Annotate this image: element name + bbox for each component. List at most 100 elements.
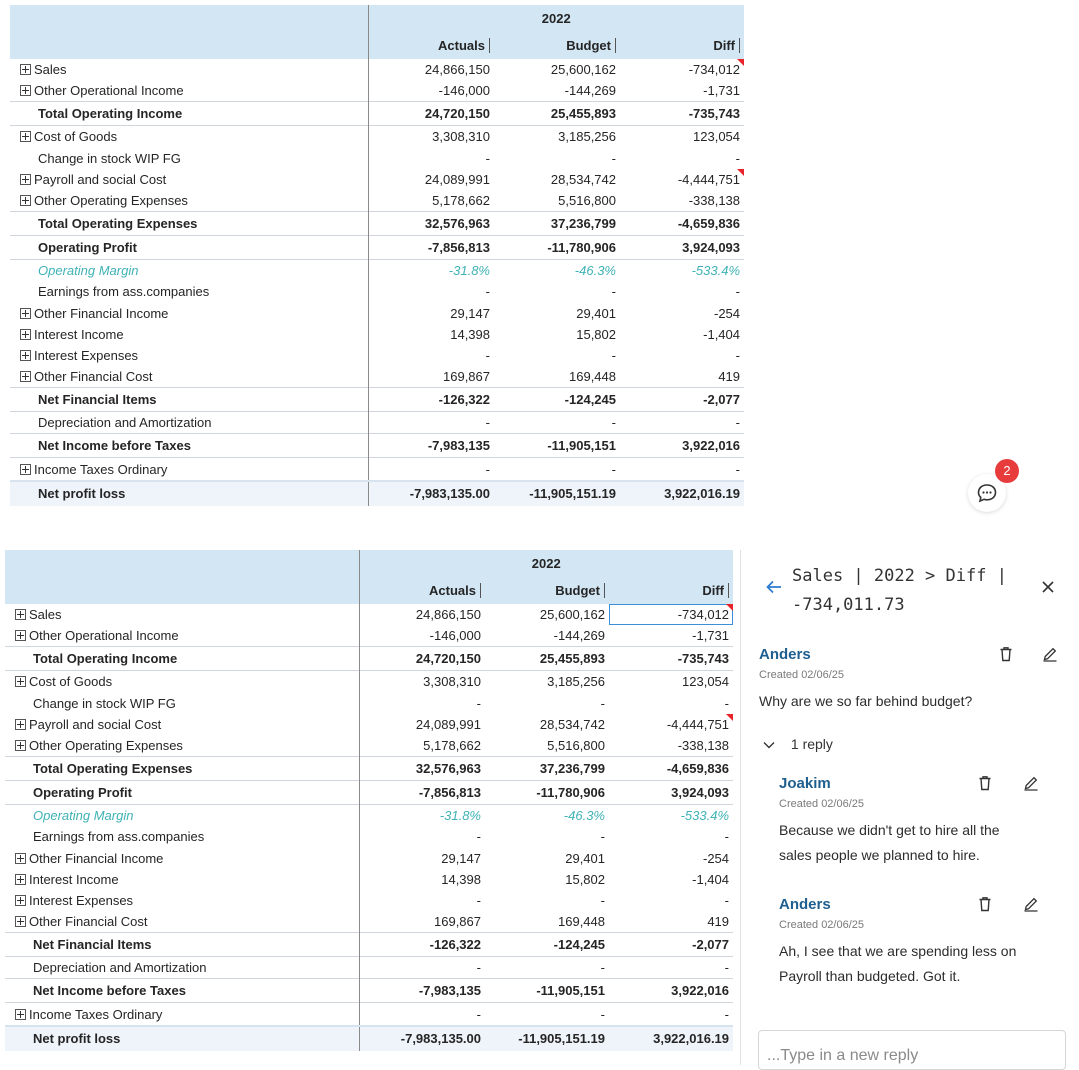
value-cell-diff[interactable]: -254 — [620, 303, 744, 324]
value-cell-actuals[interactable]: - — [358, 956, 485, 979]
value-cell-diff[interactable]: -734,012 — [620, 59, 745, 80]
value-cell-budget[interactable]: 15,802 — [485, 869, 609, 890]
value-cell-actuals[interactable]: -31.8% — [367, 259, 494, 282]
value-cell-actuals[interactable]: - — [367, 344, 494, 367]
value-cell-diff[interactable]: - — [609, 1003, 733, 1026]
value-cell-diff[interactable]: 419 — [620, 366, 744, 388]
value-cell-diff[interactable]: -734,012 — [609, 604, 734, 626]
expand-plus-icon[interactable] — [15, 894, 26, 906]
value-cell-diff[interactable]: - — [620, 412, 744, 434]
value-cell-budget[interactable]: - — [494, 458, 620, 481]
value-cell-budget[interactable]: 169,448 — [485, 911, 609, 933]
column-header-budget[interactable]: Budget — [494, 32, 620, 59]
value-cell-actuals[interactable]: 24,720,150 — [358, 646, 485, 671]
row-header[interactable]: Other Financial Income — [10, 303, 368, 324]
row-header[interactable]: Income Taxes Ordinary — [5, 1003, 359, 1026]
edit-icon[interactable] — [1042, 646, 1058, 662]
edit-icon[interactable] — [1023, 775, 1039, 791]
row-header[interactable]: Payroll and social Cost — [5, 714, 359, 735]
year-header[interactable]: 2022 — [358, 550, 734, 577]
value-cell-budget[interactable]: -124,245 — [494, 388, 620, 412]
value-cell-actuals[interactable]: - — [367, 147, 494, 169]
expand-plus-icon[interactable] — [15, 916, 26, 928]
row-header[interactable]: Income Taxes Ordinary — [10, 458, 368, 481]
row-header[interactable]: Sales — [5, 604, 359, 625]
value-cell-budget[interactable]: -11,780,906 — [494, 236, 620, 260]
value-cell-actuals[interactable]: -7,983,135 — [367, 433, 494, 458]
value-cell-actuals[interactable]: 24,089,991 — [358, 713, 485, 735]
value-cell-diff[interactable]: - — [620, 148, 744, 169]
value-cell-actuals[interactable]: -126,322 — [358, 932, 485, 957]
row-header[interactable]: Other Operational Income — [5, 625, 359, 647]
value-cell-diff[interactable]: -4,444,751 — [609, 713, 734, 735]
value-cell-budget[interactable]: - — [485, 957, 609, 979]
value-cell-diff[interactable]: 419 — [609, 911, 733, 933]
value-cell-actuals[interactable]: 3,308,310 — [358, 670, 485, 693]
value-cell-budget[interactable]: -144,269 — [485, 625, 609, 647]
trash-icon[interactable] — [978, 896, 992, 912]
column-header-actuals[interactable]: Actuals — [358, 577, 485, 604]
expand-plus-icon[interactable] — [20, 131, 31, 143]
value-cell-budget[interactable]: 25,455,893 — [485, 647, 609, 671]
value-cell-actuals[interactable]: - — [358, 826, 485, 848]
row-header[interactable]: Interest Income — [5, 869, 359, 890]
value-cell-budget[interactable]: - — [485, 890, 609, 911]
row-header[interactable]: Cost of Goods — [10, 126, 368, 148]
row-header[interactable]: Other Financial Cost — [5, 911, 359, 933]
value-cell-budget[interactable]: -11,780,906 — [485, 781, 609, 805]
value-cell-diff[interactable]: - — [609, 890, 733, 911]
column-header-diff[interactable]: Diff — [620, 32, 744, 59]
value-cell-actuals[interactable]: 24,089,991 — [367, 168, 494, 190]
value-cell-diff[interactable]: -735,743 — [609, 647, 733, 671]
value-cell-diff[interactable]: 3,922,016.19 — [609, 1024, 734, 1051]
expand-plus-icon[interactable] — [20, 328, 31, 340]
expand-plus-icon[interactable] — [20, 349, 31, 361]
value-cell-budget[interactable]: 25,455,893 — [494, 102, 620, 126]
value-cell-diff[interactable]: -4,659,836 — [620, 212, 744, 236]
expand-plus-icon[interactable] — [15, 609, 26, 621]
value-cell-budget[interactable]: -46.3% — [494, 260, 620, 282]
value-cell-budget[interactable]: - — [494, 345, 620, 366]
value-cell-budget[interactable]: - — [494, 412, 620, 434]
value-cell-budget[interactable]: 28,534,742 — [494, 169, 620, 190]
value-cell-actuals[interactable]: 3,308,310 — [367, 125, 494, 148]
value-cell-budget[interactable]: - — [494, 148, 620, 169]
value-cell-actuals[interactable]: 24,866,150 — [358, 604, 485, 626]
value-cell-actuals[interactable]: 14,398 — [367, 323, 494, 345]
value-cell-actuals[interactable]: - — [358, 889, 485, 912]
value-cell-budget[interactable]: -46.3% — [485, 805, 609, 827]
value-cell-diff[interactable]: -4,444,751 — [620, 168, 745, 190]
row-header[interactable]: Other Operating Expenses — [10, 190, 368, 212]
value-cell-budget[interactable]: 3,185,256 — [485, 671, 609, 693]
row-header[interactable]: Other Financial Income — [5, 848, 359, 869]
row-header[interactable]: Other Operational Income — [10, 80, 368, 102]
value-cell-actuals[interactable]: 5,178,662 — [367, 189, 494, 212]
value-cell-budget[interactable]: 29,401 — [485, 848, 609, 869]
value-cell-diff[interactable]: -2,077 — [620, 388, 744, 412]
value-cell-budget[interactable]: 169,448 — [494, 366, 620, 388]
row-header[interactable]: Sales — [10, 59, 368, 80]
value-cell-budget[interactable]: -11,905,151 — [494, 434, 620, 458]
row-header[interactable]: Payroll and social Cost — [10, 169, 368, 190]
expand-plus-icon[interactable] — [15, 1008, 26, 1020]
value-cell-budget[interactable]: 37,236,799 — [485, 757, 609, 781]
value-cell-budget[interactable]: -11,905,151.19 — [485, 1024, 609, 1051]
value-cell-budget[interactable]: -124,245 — [485, 933, 609, 957]
value-cell-actuals[interactable]: 5,178,662 — [358, 734, 485, 757]
value-cell-actuals[interactable]: 24,720,150 — [367, 101, 494, 126]
replies-toggle[interactable]: 1 reply — [763, 736, 833, 752]
value-cell-actuals[interactable]: 29,147 — [367, 302, 494, 324]
value-cell-diff[interactable]: -4,659,836 — [609, 757, 733, 781]
value-cell-budget[interactable]: -11,905,151.19 — [494, 479, 620, 506]
value-cell-budget[interactable]: 29,401 — [494, 303, 620, 324]
value-cell-diff[interactable]: 3,924,093 — [620, 236, 744, 260]
value-cell-actuals[interactable]: -146,000 — [367, 80, 494, 102]
value-cell-diff[interactable]: -338,138 — [609, 735, 733, 757]
row-header[interactable]: Interest Expenses — [10, 345, 368, 366]
expand-plus-icon[interactable] — [15, 852, 26, 864]
value-cell-actuals[interactable]: 24,866,150 — [367, 59, 494, 81]
value-cell-budget[interactable]: 5,516,800 — [485, 735, 609, 757]
value-cell-actuals[interactable]: - — [358, 692, 485, 714]
value-cell-budget[interactable]: - — [485, 693, 609, 714]
value-cell-budget[interactable]: 5,516,800 — [494, 190, 620, 212]
